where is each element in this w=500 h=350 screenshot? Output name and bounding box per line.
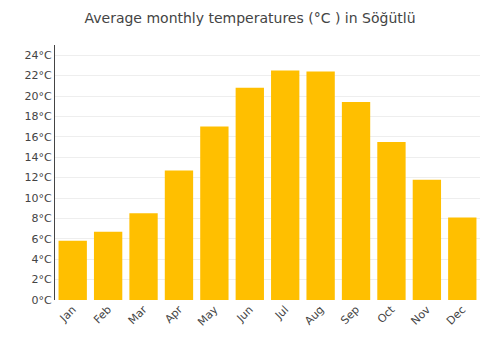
svg-text:24°C: 24°C (25, 49, 52, 62)
svg-text:Aug: Aug (302, 303, 326, 327)
svg-text:4°C: 4°C (32, 253, 52, 266)
svg-text:Average monthly temperatures (: Average monthly temperatures (°C ) in Sö… (84, 10, 415, 26)
svg-text:16°C: 16°C (25, 131, 52, 144)
svg-text:Oct: Oct (375, 303, 398, 326)
svg-text:Feb: Feb (91, 303, 114, 326)
svg-text:22°C: 22°C (25, 69, 52, 82)
svg-text:0°C: 0°C (32, 294, 52, 307)
svg-text:Nov: Nov (409, 303, 434, 328)
svg-text:May: May (195, 303, 221, 329)
svg-text:Jun: Jun (234, 303, 256, 325)
svg-text:20°C: 20°C (25, 90, 52, 103)
svg-text:6°C: 6°C (32, 233, 52, 246)
svg-text:Jan: Jan (57, 303, 79, 325)
svg-text:Sep: Sep (338, 303, 362, 327)
svg-text:18°C: 18°C (25, 110, 52, 123)
svg-text:8°C: 8°C (32, 212, 52, 225)
svg-text:12°C: 12°C (25, 171, 52, 184)
svg-text:Mar: Mar (126, 303, 150, 327)
svg-text:Apr: Apr (162, 303, 185, 326)
svg-text:10°C: 10°C (25, 192, 52, 205)
svg-text:Dec: Dec (444, 303, 468, 327)
svg-text:2°C: 2°C (32, 273, 52, 286)
svg-text:14°C: 14°C (25, 151, 52, 164)
svg-text:Jul: Jul (272, 303, 291, 322)
